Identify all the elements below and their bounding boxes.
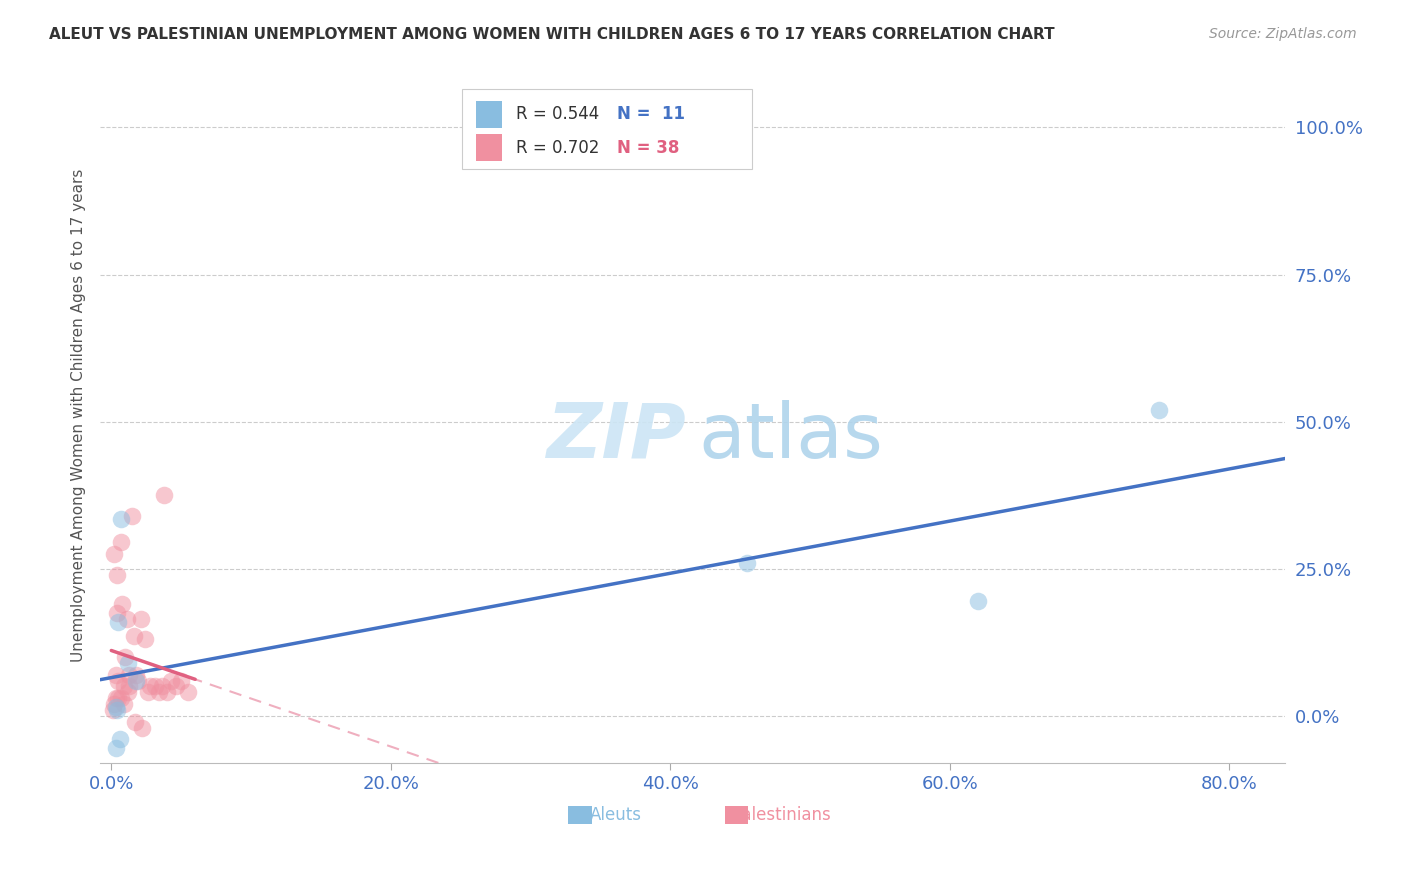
- Point: [110, 691, 132, 706]
- Point: [101, 703, 124, 717]
- Point: [105, 606, 128, 620]
- Point: [114, 650, 136, 665]
- Point: [105, 567, 128, 582]
- Point: [131, 721, 153, 735]
- Point: [966, 594, 988, 608]
- Text: atlas: atlas: [699, 400, 883, 474]
- Point: [107, 615, 129, 629]
- Point: [104, 741, 127, 756]
- Point: [121, 508, 143, 523]
- Point: [1149, 402, 1171, 417]
- Text: Palestinians: Palestinians: [733, 806, 831, 824]
- Point: [122, 629, 145, 643]
- Point: [124, 714, 146, 729]
- Text: R = 0.702: R = 0.702: [516, 138, 599, 157]
- FancyBboxPatch shape: [568, 806, 592, 823]
- Point: [110, 535, 132, 549]
- Point: [148, 685, 170, 699]
- Text: N =  11: N = 11: [617, 105, 685, 123]
- Point: [107, 691, 129, 706]
- Point: [108, 732, 131, 747]
- Text: ALEUT VS PALESTINIAN UNEMPLOYMENT AMONG WOMEN WITH CHILDREN AGES 6 TO 17 YEARS C: ALEUT VS PALESTINIAN UNEMPLOYMENT AMONG …: [49, 27, 1054, 42]
- Point: [111, 597, 134, 611]
- Y-axis label: Unemployment Among Women with Children Ages 6 to 17 years: Unemployment Among Women with Children A…: [72, 169, 86, 663]
- Point: [118, 680, 141, 694]
- Text: Source: ZipAtlas.com: Source: ZipAtlas.com: [1209, 27, 1357, 41]
- Point: [165, 680, 187, 694]
- Point: [104, 700, 127, 714]
- FancyBboxPatch shape: [475, 135, 502, 161]
- Point: [150, 680, 173, 694]
- Point: [103, 547, 125, 561]
- Text: Aleuts: Aleuts: [589, 806, 641, 824]
- Point: [107, 673, 129, 688]
- Point: [118, 667, 141, 681]
- Point: [125, 673, 148, 688]
- Point: [104, 667, 127, 681]
- Text: N = 38: N = 38: [617, 138, 679, 157]
- Point: [115, 612, 138, 626]
- Point: [125, 667, 148, 681]
- Point: [143, 680, 166, 694]
- Point: [127, 673, 149, 688]
- Point: [134, 632, 156, 647]
- Point: [117, 656, 139, 670]
- Point: [117, 685, 139, 699]
- Point: [156, 685, 179, 699]
- Text: ZIP: ZIP: [547, 400, 686, 474]
- Point: [160, 673, 183, 688]
- Point: [177, 685, 200, 699]
- FancyBboxPatch shape: [724, 806, 748, 823]
- Point: [170, 673, 193, 688]
- Point: [105, 703, 128, 717]
- FancyBboxPatch shape: [461, 89, 752, 169]
- Point: [139, 680, 162, 694]
- Point: [104, 691, 127, 706]
- FancyBboxPatch shape: [475, 101, 502, 128]
- Point: [110, 512, 132, 526]
- Point: [136, 685, 159, 699]
- Point: [103, 697, 125, 711]
- Point: [735, 556, 758, 570]
- Point: [129, 612, 152, 626]
- Text: R = 0.544: R = 0.544: [516, 105, 599, 123]
- Point: [112, 697, 135, 711]
- Point: [153, 488, 176, 502]
- Point: [112, 680, 135, 694]
